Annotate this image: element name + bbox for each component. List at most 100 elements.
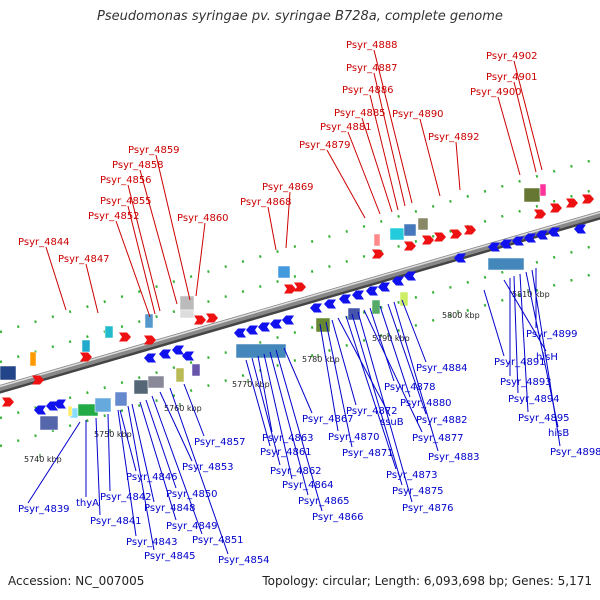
gene-block bbox=[417, 217, 429, 231]
gene-label-reverse: Psyr_4880 bbox=[400, 398, 452, 409]
gene-block bbox=[191, 363, 201, 377]
leader-line-forward bbox=[115, 220, 151, 318]
gene-arrow-reverse bbox=[500, 239, 512, 249]
gene-label-reverse: Psyr_4893 bbox=[500, 377, 552, 388]
gene-label-forward: Psyr_4847 bbox=[58, 254, 110, 265]
gene-block bbox=[39, 415, 59, 431]
gene-label-reverse: Psyr_4866 bbox=[312, 512, 364, 523]
gene-block bbox=[523, 187, 541, 203]
gene-label-forward: Psyr_4856 bbox=[100, 175, 152, 186]
leader-line-reverse bbox=[337, 317, 391, 417]
gene-arrow-reverse bbox=[144, 353, 156, 363]
gene-block bbox=[277, 265, 291, 279]
gene-label-forward: Psyr_4855 bbox=[100, 196, 152, 207]
gene-arrow-forward bbox=[284, 284, 296, 294]
gene-block bbox=[144, 313, 154, 329]
gene-label-reverse: Psyr_4853 bbox=[182, 462, 234, 473]
gene-arrow-reverse bbox=[512, 236, 524, 246]
leader-line-forward bbox=[195, 222, 206, 297]
gene-arrow-reverse bbox=[524, 233, 536, 243]
gene-block bbox=[403, 223, 417, 237]
gene-label-forward: Psyr_4868 bbox=[240, 197, 292, 208]
gene-block bbox=[371, 299, 381, 315]
leader-line-reverse bbox=[319, 323, 339, 432]
leader-line-forward bbox=[513, 60, 543, 171]
gene-label-reverse: Psyr_4894 bbox=[508, 394, 560, 405]
scale-label: 5780 kbp bbox=[302, 355, 340, 364]
leader-line-reverse bbox=[245, 359, 271, 447]
gene-label-reverse: Psyr_4865 bbox=[298, 496, 350, 507]
gene-label-reverse: Psyr_4871 bbox=[342, 448, 394, 459]
leader-line-reverse bbox=[27, 421, 81, 504]
gene-arrow-forward bbox=[566, 198, 578, 208]
gene-label-forward: Psyr_4892 bbox=[428, 132, 480, 143]
gene-label-reverse: hisB bbox=[548, 428, 569, 439]
gene-arrow-reverse bbox=[324, 299, 336, 309]
leader-line-reverse bbox=[503, 279, 547, 352]
gene-block bbox=[389, 227, 405, 241]
gene-label-reverse: Psyr_4883 bbox=[428, 452, 480, 463]
gene-block bbox=[114, 391, 128, 407]
map-title: Pseudomonas syringae pv. syringae B728a,… bbox=[97, 9, 503, 24]
gene-arrow-reverse bbox=[392, 276, 404, 286]
gene-label-reverse: Psyr_4848 bbox=[144, 503, 196, 514]
leader-line-reverse bbox=[263, 353, 293, 480]
gene-label-reverse: Psyr_4843 bbox=[126, 537, 178, 548]
gene-arrow-forward bbox=[206, 313, 218, 323]
gene-block bbox=[67, 405, 73, 417]
gene-arrow-forward bbox=[80, 352, 92, 362]
leader-line-forward bbox=[326, 149, 366, 219]
leader-line-reverse bbox=[387, 303, 427, 415]
leader-line-reverse bbox=[283, 347, 313, 414]
leader-line-reverse bbox=[159, 391, 193, 462]
gene-label-reverse: Psyr_4870 bbox=[328, 432, 380, 443]
gene-label-forward: Psyr_4887 bbox=[346, 63, 398, 74]
gene-block bbox=[487, 257, 525, 271]
gene-label-reverse: Psyr_4850 bbox=[166, 489, 218, 500]
gene-label-reverse: thyA bbox=[76, 498, 99, 509]
gene-block bbox=[104, 325, 114, 339]
leader-line-reverse bbox=[531, 269, 561, 447]
leader-line-reverse bbox=[393, 301, 439, 452]
gene-label-forward: Psyr_4901 bbox=[486, 72, 538, 83]
gene-arrow-reverse bbox=[378, 282, 390, 292]
gene-label-reverse: Psyr_4854 bbox=[218, 555, 270, 566]
leader-line-forward bbox=[455, 141, 461, 191]
scale-label: 5800 kbp bbox=[442, 311, 480, 320]
leader-line-reverse bbox=[519, 273, 529, 413]
leader-line-forward bbox=[45, 246, 67, 311]
leader-line-reverse bbox=[275, 349, 323, 512]
gene-label-forward: Psyr_4858 bbox=[112, 160, 164, 171]
leader-line-reverse bbox=[513, 275, 519, 394]
leader-line-forward bbox=[127, 205, 156, 315]
gene-arrow-reverse bbox=[172, 345, 184, 355]
gene-label-reverse: Psyr_4877 bbox=[412, 433, 464, 444]
scale-label: 5750 kbp bbox=[94, 430, 132, 439]
gene-label-forward: Psyr_4890 bbox=[392, 109, 444, 120]
leader-line-reverse bbox=[269, 351, 309, 496]
gene-arrow-forward bbox=[119, 332, 131, 342]
genome-info-label: Topology: circular; Length: 6,093,698 bp… bbox=[262, 574, 592, 588]
leader-line-reverse bbox=[139, 401, 177, 521]
gene-arrow-forward bbox=[372, 249, 384, 259]
gene-arrow-forward bbox=[294, 282, 306, 292]
gene-block bbox=[179, 309, 195, 319]
leader-line-forward bbox=[373, 72, 406, 207]
leader-line-reverse bbox=[251, 357, 281, 466]
leader-line-reverse bbox=[169, 387, 229, 555]
gene-block bbox=[315, 317, 331, 333]
gene-label-reverse: Psyr_4899 bbox=[526, 329, 578, 340]
leader-line-reverse bbox=[357, 311, 413, 503]
scale-label: 5740 kbp bbox=[24, 455, 62, 464]
leader-line-reverse bbox=[151, 395, 203, 535]
gene-arrow-forward bbox=[534, 209, 546, 219]
gene-arrow-reverse bbox=[404, 271, 416, 281]
gene-arrow-reverse bbox=[574, 224, 586, 234]
leader-line-reverse bbox=[363, 309, 423, 433]
gene-block bbox=[147, 375, 165, 389]
gene-arrow-forward bbox=[404, 241, 416, 251]
leader-line-forward bbox=[285, 191, 291, 249]
gene-label-reverse: Psyr_4851 bbox=[192, 535, 244, 546]
gene-arrow-reverse bbox=[339, 294, 351, 304]
